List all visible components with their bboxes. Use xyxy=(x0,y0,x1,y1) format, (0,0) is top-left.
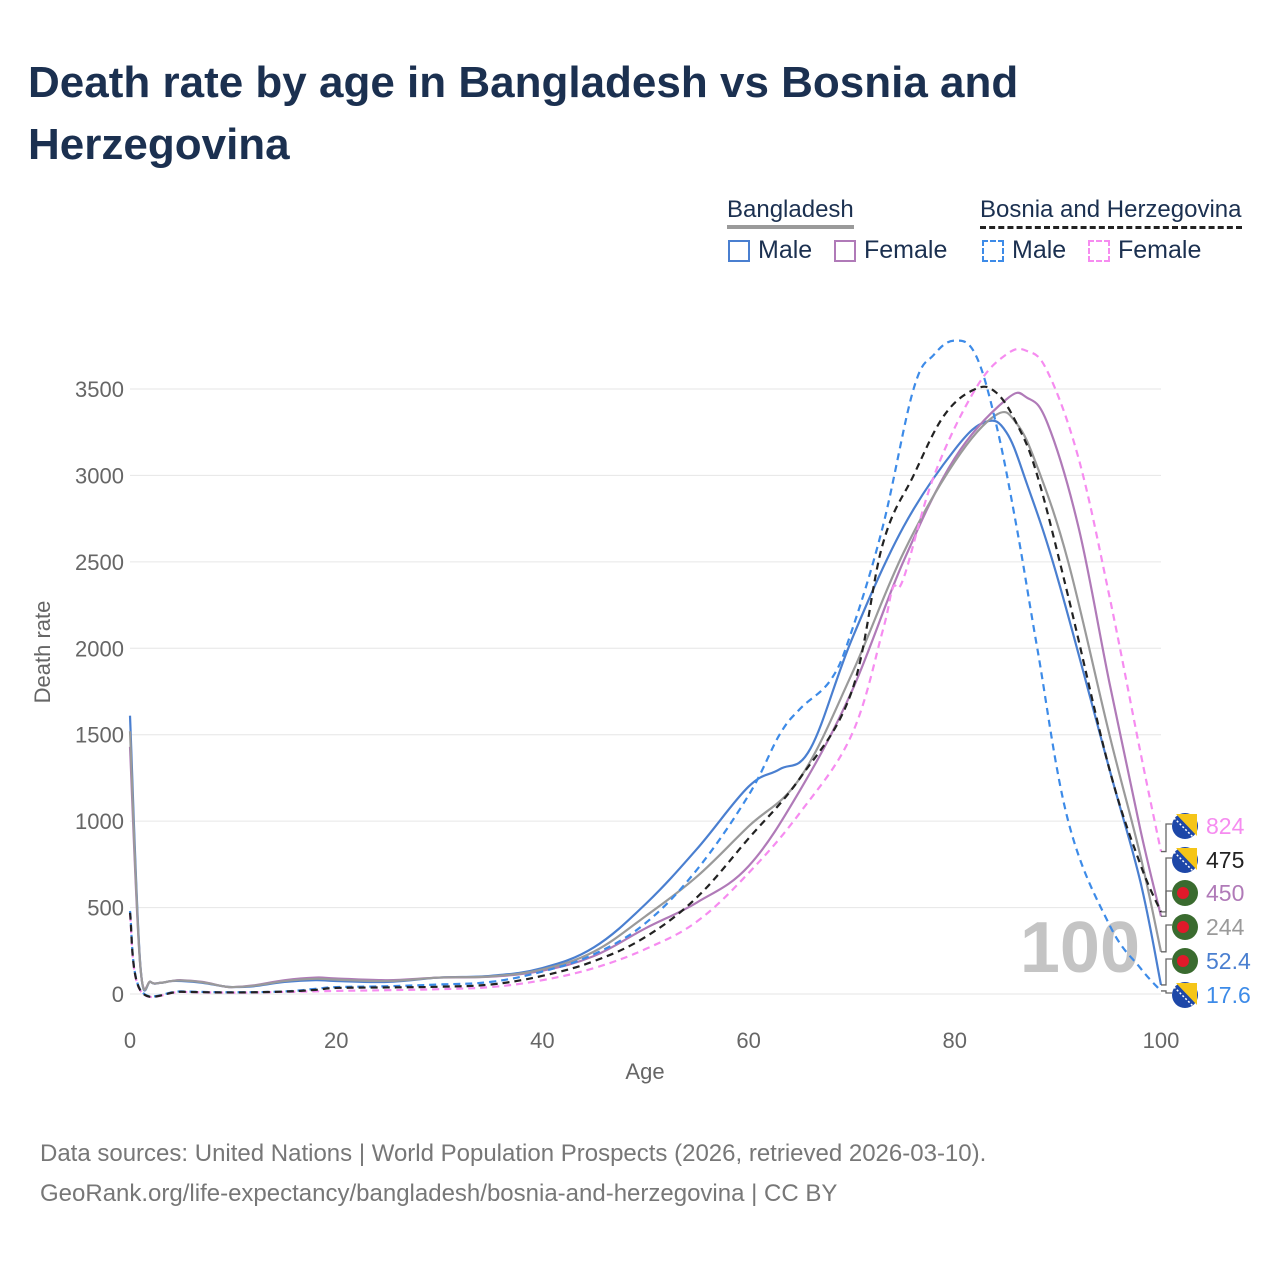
flag-bosnia-icon xyxy=(1172,982,1198,1008)
legend-group-bangladesh[interactable]: Bangladesh xyxy=(727,196,854,229)
series-line-3[interactable] xyxy=(128,339,1162,998)
y-axis-ticks: 0 500 1000 1500 2000 2500 3000 3500 xyxy=(75,377,124,1007)
end-value-label: 17.6 xyxy=(1206,982,1251,1008)
legend-ba-female[interactable]: Female xyxy=(1088,236,1201,265)
flag-bangladesh-icon xyxy=(1172,948,1198,974)
chart-title: Death rate by age in Bangladesh vs Bosni… xyxy=(28,58,1019,169)
legend-ba-female-swatch xyxy=(1088,239,1110,262)
x-tick-label: 20 xyxy=(324,1028,348,1053)
series-line-2[interactable] xyxy=(128,410,1163,991)
chart-grid xyxy=(130,388,1161,995)
flag-bosnia-icon xyxy=(1172,813,1198,839)
legend-ba-male-label: Male xyxy=(1012,236,1067,264)
x-tick-label: 60 xyxy=(736,1028,760,1053)
series-line-5[interactable] xyxy=(128,385,1163,998)
flag-bangladesh-icon xyxy=(1172,914,1198,940)
legend-bd-female-swatch xyxy=(834,239,856,262)
legend-group-bosnia[interactable]: Bosnia and Herzegovina xyxy=(980,196,1242,229)
end-value-label: 475 xyxy=(1206,847,1244,873)
x-axis-ticks: 0 20 40 60 80 100 xyxy=(124,1028,1179,1053)
series-line-1[interactable] xyxy=(128,391,1163,991)
y-tick-label: 1000 xyxy=(75,809,124,834)
y-tick-label: 2000 xyxy=(75,636,124,661)
y-tick-label: 2500 xyxy=(75,550,124,575)
y-tick-label: 3500 xyxy=(75,377,124,402)
chart-area: 0 500 1000 1500 2000 2500 3000 3500 0 20 40 60 80 10… xyxy=(30,339,1251,1084)
end-labels: 824 475 450 244 52.4 17.6 xyxy=(1161,813,1251,1008)
y-axis-label: Death rate xyxy=(30,601,55,704)
x-tick-label: 80 xyxy=(943,1028,967,1053)
series-line-4[interactable] xyxy=(128,347,1163,999)
legend-bd-male-label: Male xyxy=(758,236,813,264)
y-tick-label: 0 xyxy=(112,982,124,1007)
flag-bangladesh-icon xyxy=(1172,880,1198,906)
footer-link[interactable]: GeoRank.org/life-expectancy/bangladesh/b… xyxy=(40,1180,838,1207)
end-value-label: 52.4 xyxy=(1206,948,1251,974)
y-tick-label: 3000 xyxy=(75,463,124,488)
legend-line-dashed xyxy=(980,226,1242,229)
legend-line-solid xyxy=(727,225,854,229)
series-line-0[interactable] xyxy=(128,419,1163,992)
flag-bosnia-icon xyxy=(1172,847,1198,873)
end-label-connector xyxy=(1161,857,1172,913)
legend-ba-male[interactable]: Male xyxy=(982,236,1066,265)
series-lines xyxy=(128,339,1163,999)
legend-bd-male-swatch xyxy=(728,239,750,262)
x-tick-label: 100 xyxy=(1143,1028,1180,1053)
legend-bd-male[interactable]: Male xyxy=(728,236,812,265)
x-tick-label: 0 xyxy=(124,1028,136,1053)
end-label-connector xyxy=(1161,823,1172,853)
legend-ba-male-swatch xyxy=(982,239,1004,262)
end-label-connector xyxy=(1161,958,1172,986)
end-value-label: 450 xyxy=(1206,880,1244,906)
age-watermark: 100 xyxy=(1020,908,1140,988)
y-tick-label: 1500 xyxy=(75,723,124,748)
end-label-connector xyxy=(1161,990,1172,994)
x-tick-label: 40 xyxy=(530,1028,554,1053)
end-label-connector xyxy=(1161,890,1172,917)
end-value-label: 244 xyxy=(1206,914,1245,940)
legend-group-bosnia-label: Bosnia and Herzegovina xyxy=(980,196,1242,223)
x-axis-label: Age xyxy=(625,1059,664,1084)
footer-source: Data sources: United Nations | World Pop… xyxy=(40,1140,987,1167)
legend-ba-female-label: Female xyxy=(1118,236,1202,264)
legend-bd-female-label: Female xyxy=(864,236,948,264)
legend-bd-female[interactable]: Female xyxy=(834,236,947,265)
end-value-label: 824 xyxy=(1206,813,1245,839)
end-label-connector xyxy=(1161,924,1172,953)
legend-group-bangladesh-label: Bangladesh xyxy=(727,196,854,223)
y-tick-label: 500 xyxy=(87,896,124,921)
